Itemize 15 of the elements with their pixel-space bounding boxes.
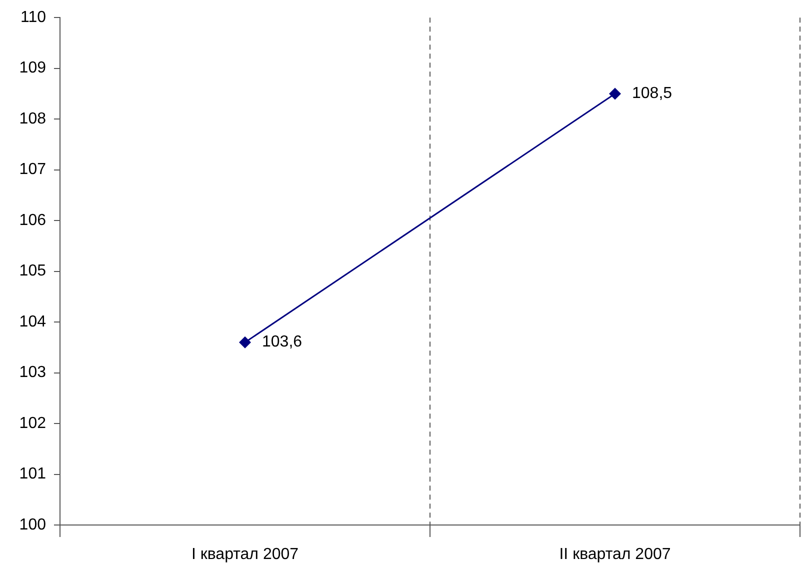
y-tick-label: 106 <box>19 212 46 229</box>
data-label: 103,6 <box>262 334 302 351</box>
y-tick-label: 101 <box>19 466 46 483</box>
y-tick-label: 107 <box>19 161 46 178</box>
y-tick-label: 103 <box>19 364 46 382</box>
y-tick-label: 104 <box>19 313 46 330</box>
y-tick-label: 100 <box>19 516 46 534</box>
y-tick-label: 108 <box>19 110 46 128</box>
x-tick-label: II квартал 2007 <box>559 546 671 564</box>
x-tick-label: I квартал 2007 <box>191 546 299 564</box>
data-label: 108,5 <box>632 85 672 102</box>
y-tick-label: 102 <box>19 414 46 432</box>
y-tick-label: 110 <box>20 9 46 26</box>
y-tick-label: 109 <box>19 60 46 77</box>
y-tick-label: 105 <box>19 262 46 280</box>
